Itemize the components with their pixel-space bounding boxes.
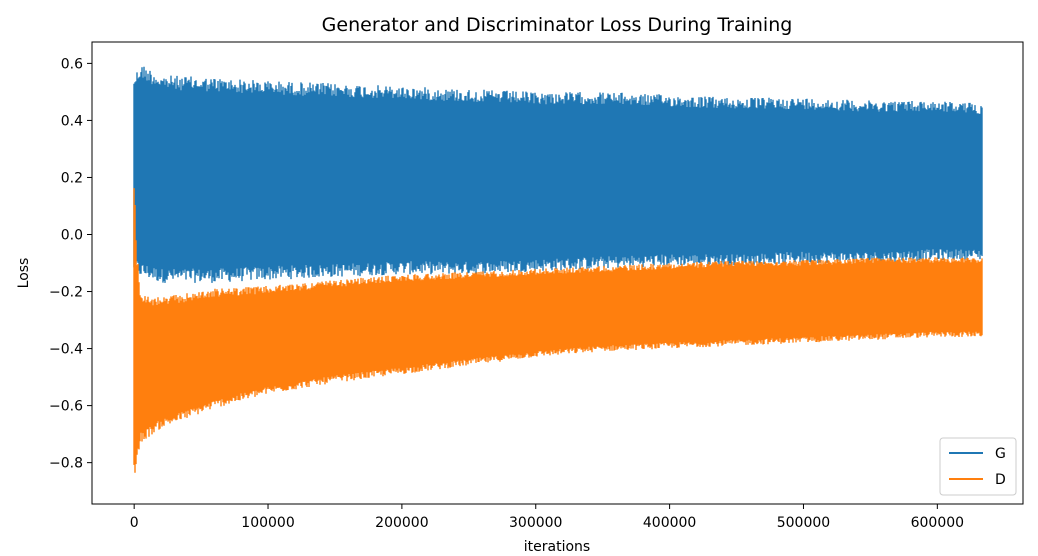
y-tick-label: −0.4 — [49, 342, 83, 358]
y-tick-label: 0.4 — [61, 113, 83, 129]
series-d-line — [133, 188, 983, 473]
x-tick-label: 500000 — [777, 515, 830, 531]
y-axis-label: Loss — [16, 258, 32, 289]
x-tick-label: 300000 — [509, 515, 562, 531]
plot-area — [91, 41, 1024, 505]
y-tick-label: −0.2 — [49, 285, 83, 301]
x-tick-label: 0 — [130, 515, 139, 531]
x-axis: 0 100000 200000 300000 400000 500000 600000 — [130, 504, 964, 531]
y-tick-label: −0.8 — [49, 456, 83, 472]
y-tick-label: 0.2 — [61, 170, 83, 186]
x-tick-label: 400000 — [643, 515, 696, 531]
legend-label-d: D — [995, 472, 1006, 488]
x-tick-label: 100000 — [241, 515, 294, 531]
x-axis-label: iterations — [524, 539, 590, 555]
series-layer — [133, 66, 983, 473]
legend-label-g: G — [995, 446, 1006, 462]
y-tick-label: 0.0 — [61, 228, 83, 244]
y-tick-label: 0.6 — [61, 56, 83, 72]
x-tick-label: 200000 — [375, 515, 428, 531]
series-g-line — [133, 66, 983, 283]
chart-title: Generator and Discriminator Loss During … — [322, 14, 793, 36]
y-axis: −0.8 −0.6 −0.4 −0.2 0.0 0.2 0.4 0.6 — [49, 56, 92, 472]
plot-frame — [91, 41, 1024, 505]
y-tick-label: −0.6 — [49, 399, 83, 415]
legend: G D — [939, 437, 1017, 496]
x-tick-label: 600000 — [911, 515, 964, 531]
